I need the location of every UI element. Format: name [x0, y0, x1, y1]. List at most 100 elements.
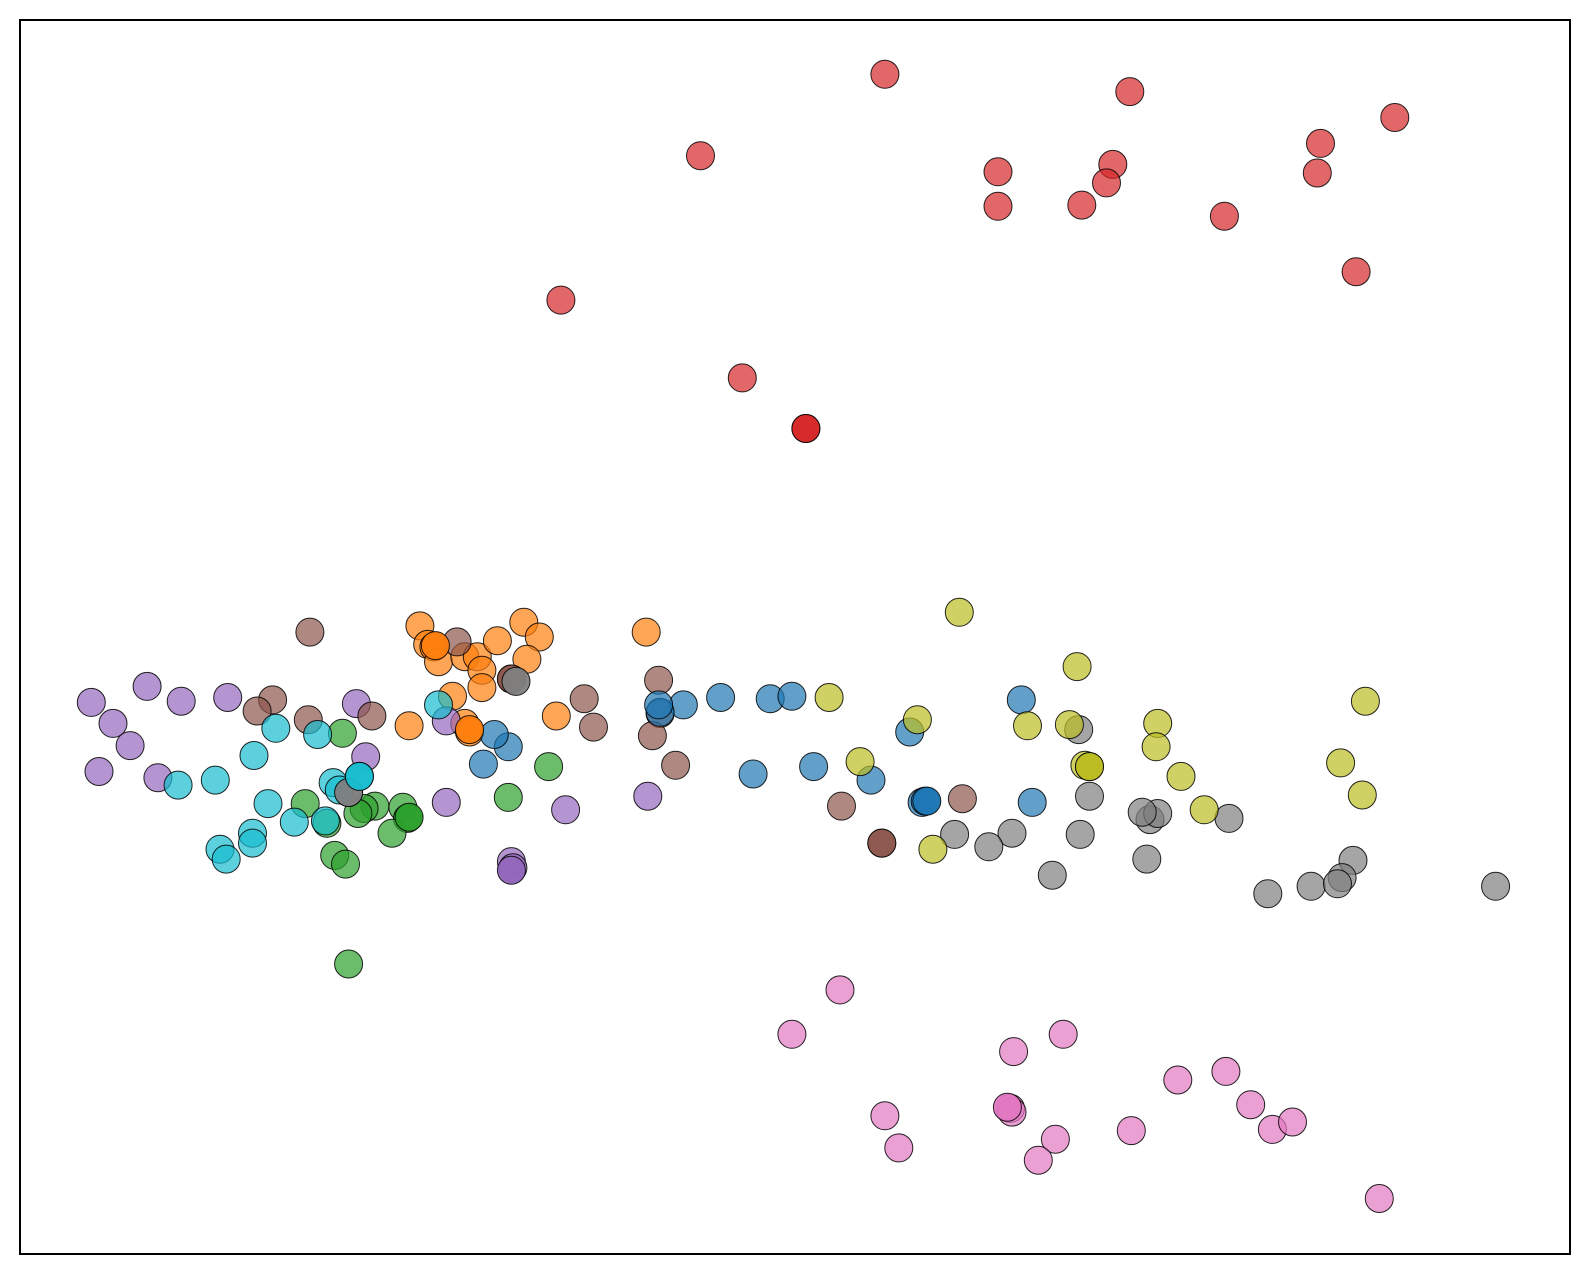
scatter-point — [1054, 710, 1084, 740]
scatter-point — [76, 687, 106, 717]
scatter-point — [479, 720, 509, 749]
scatter-point — [940, 819, 970, 849]
scatter-point — [331, 849, 360, 879]
scatter-point — [902, 705, 932, 735]
scatter-point — [791, 414, 821, 443]
scatter-point — [870, 1101, 900, 1131]
scatter-point — [211, 844, 241, 874]
scatter-point — [1163, 1065, 1193, 1095]
scatter-point — [997, 818, 1027, 848]
scatter-point — [1092, 168, 1121, 198]
scatter-point — [1116, 1116, 1146, 1146]
scatter-point — [777, 681, 807, 711]
scatter-point — [1278, 1107, 1307, 1137]
scatter-point — [327, 718, 357, 748]
scatter-point — [727, 363, 757, 393]
scatter-point — [1350, 686, 1380, 716]
scatter-point — [551, 795, 581, 825]
scatter-point — [569, 684, 599, 714]
scatter-point — [166, 686, 196, 716]
scatter-point — [200, 765, 230, 795]
scatter-point — [534, 752, 564, 782]
scatter-point — [1302, 158, 1332, 188]
scatter-point — [1048, 1019, 1078, 1049]
scatter-point — [239, 741, 269, 770]
scatter-point — [706, 683, 736, 712]
scatter-point — [845, 747, 875, 777]
scatter-point — [98, 708, 128, 738]
scatter-point — [357, 701, 387, 731]
scatter-point — [1023, 1145, 1053, 1175]
scatter-point — [1296, 871, 1326, 901]
scatter-point — [524, 622, 554, 652]
scatter-point — [1306, 128, 1335, 158]
scatter-point — [1132, 844, 1162, 874]
scatter-point — [1040, 1124, 1070, 1154]
scatter-point — [738, 759, 768, 789]
scatter-point — [631, 617, 661, 647]
scatter-point — [424, 690, 453, 720]
scatter-point — [1115, 77, 1145, 107]
scatter-point — [1127, 797, 1157, 827]
scatter-point — [1037, 860, 1067, 890]
scatter-point — [579, 712, 608, 742]
scatter-point — [686, 141, 715, 171]
scatter-point — [777, 1019, 807, 1049]
scatter-point — [279, 807, 309, 837]
scatter-point — [633, 781, 663, 811]
scatter-point — [1211, 1056, 1241, 1086]
scatter-point — [644, 690, 674, 720]
scatter-point — [814, 683, 844, 712]
scatter-point — [394, 711, 424, 741]
scatter-point — [334, 949, 364, 979]
scatter-point — [1017, 787, 1047, 817]
scatter-point — [253, 789, 283, 819]
scatter-point — [541, 701, 571, 731]
scatter-point — [394, 802, 424, 832]
scatter-point — [1323, 869, 1352, 899]
scatter-point — [992, 1092, 1022, 1122]
scatter-point — [1067, 190, 1097, 220]
scatter-point — [1189, 795, 1219, 825]
scatter-point — [1364, 1184, 1394, 1213]
scatter-point — [827, 791, 856, 821]
scatter-point — [482, 626, 512, 656]
scatter-point — [303, 720, 333, 749]
scatter-point — [1075, 781, 1104, 811]
scatter-point — [983, 157, 1013, 187]
scatter-point — [1380, 103, 1410, 132]
scatter-point — [999, 1037, 1029, 1067]
scatter-point — [344, 761, 374, 791]
scatter-point — [1013, 711, 1042, 741]
scatter-point — [1236, 1090, 1266, 1120]
scatter-point — [983, 191, 1013, 221]
scatter-point — [1326, 748, 1356, 778]
scatter-point — [468, 749, 498, 779]
scatter-point — [115, 731, 145, 761]
scatter-point — [431, 787, 461, 817]
scatter-point — [1166, 761, 1196, 791]
scatter-point — [546, 285, 576, 315]
scatter-point — [661, 750, 691, 780]
scatter-point — [84, 757, 114, 786]
scatter-point — [1481, 871, 1511, 901]
scatter-point — [644, 665, 674, 695]
scatter-point — [1214, 803, 1244, 833]
scatter-point — [310, 806, 340, 836]
scatter-point — [242, 696, 272, 726]
scatter-point — [870, 59, 900, 89]
scatter-point — [493, 782, 523, 812]
scatter-point — [884, 1133, 914, 1163]
scatter-point — [1347, 780, 1377, 810]
scatter-point — [295, 617, 325, 647]
scatter-point — [420, 631, 450, 661]
scatter-point — [261, 713, 291, 743]
scatter-point — [867, 828, 897, 858]
scatter-point — [1062, 652, 1092, 682]
scatter-point — [132, 671, 162, 701]
scatter-point — [1075, 752, 1104, 782]
scatter-point — [163, 770, 193, 800]
scatter-point — [1006, 685, 1036, 715]
